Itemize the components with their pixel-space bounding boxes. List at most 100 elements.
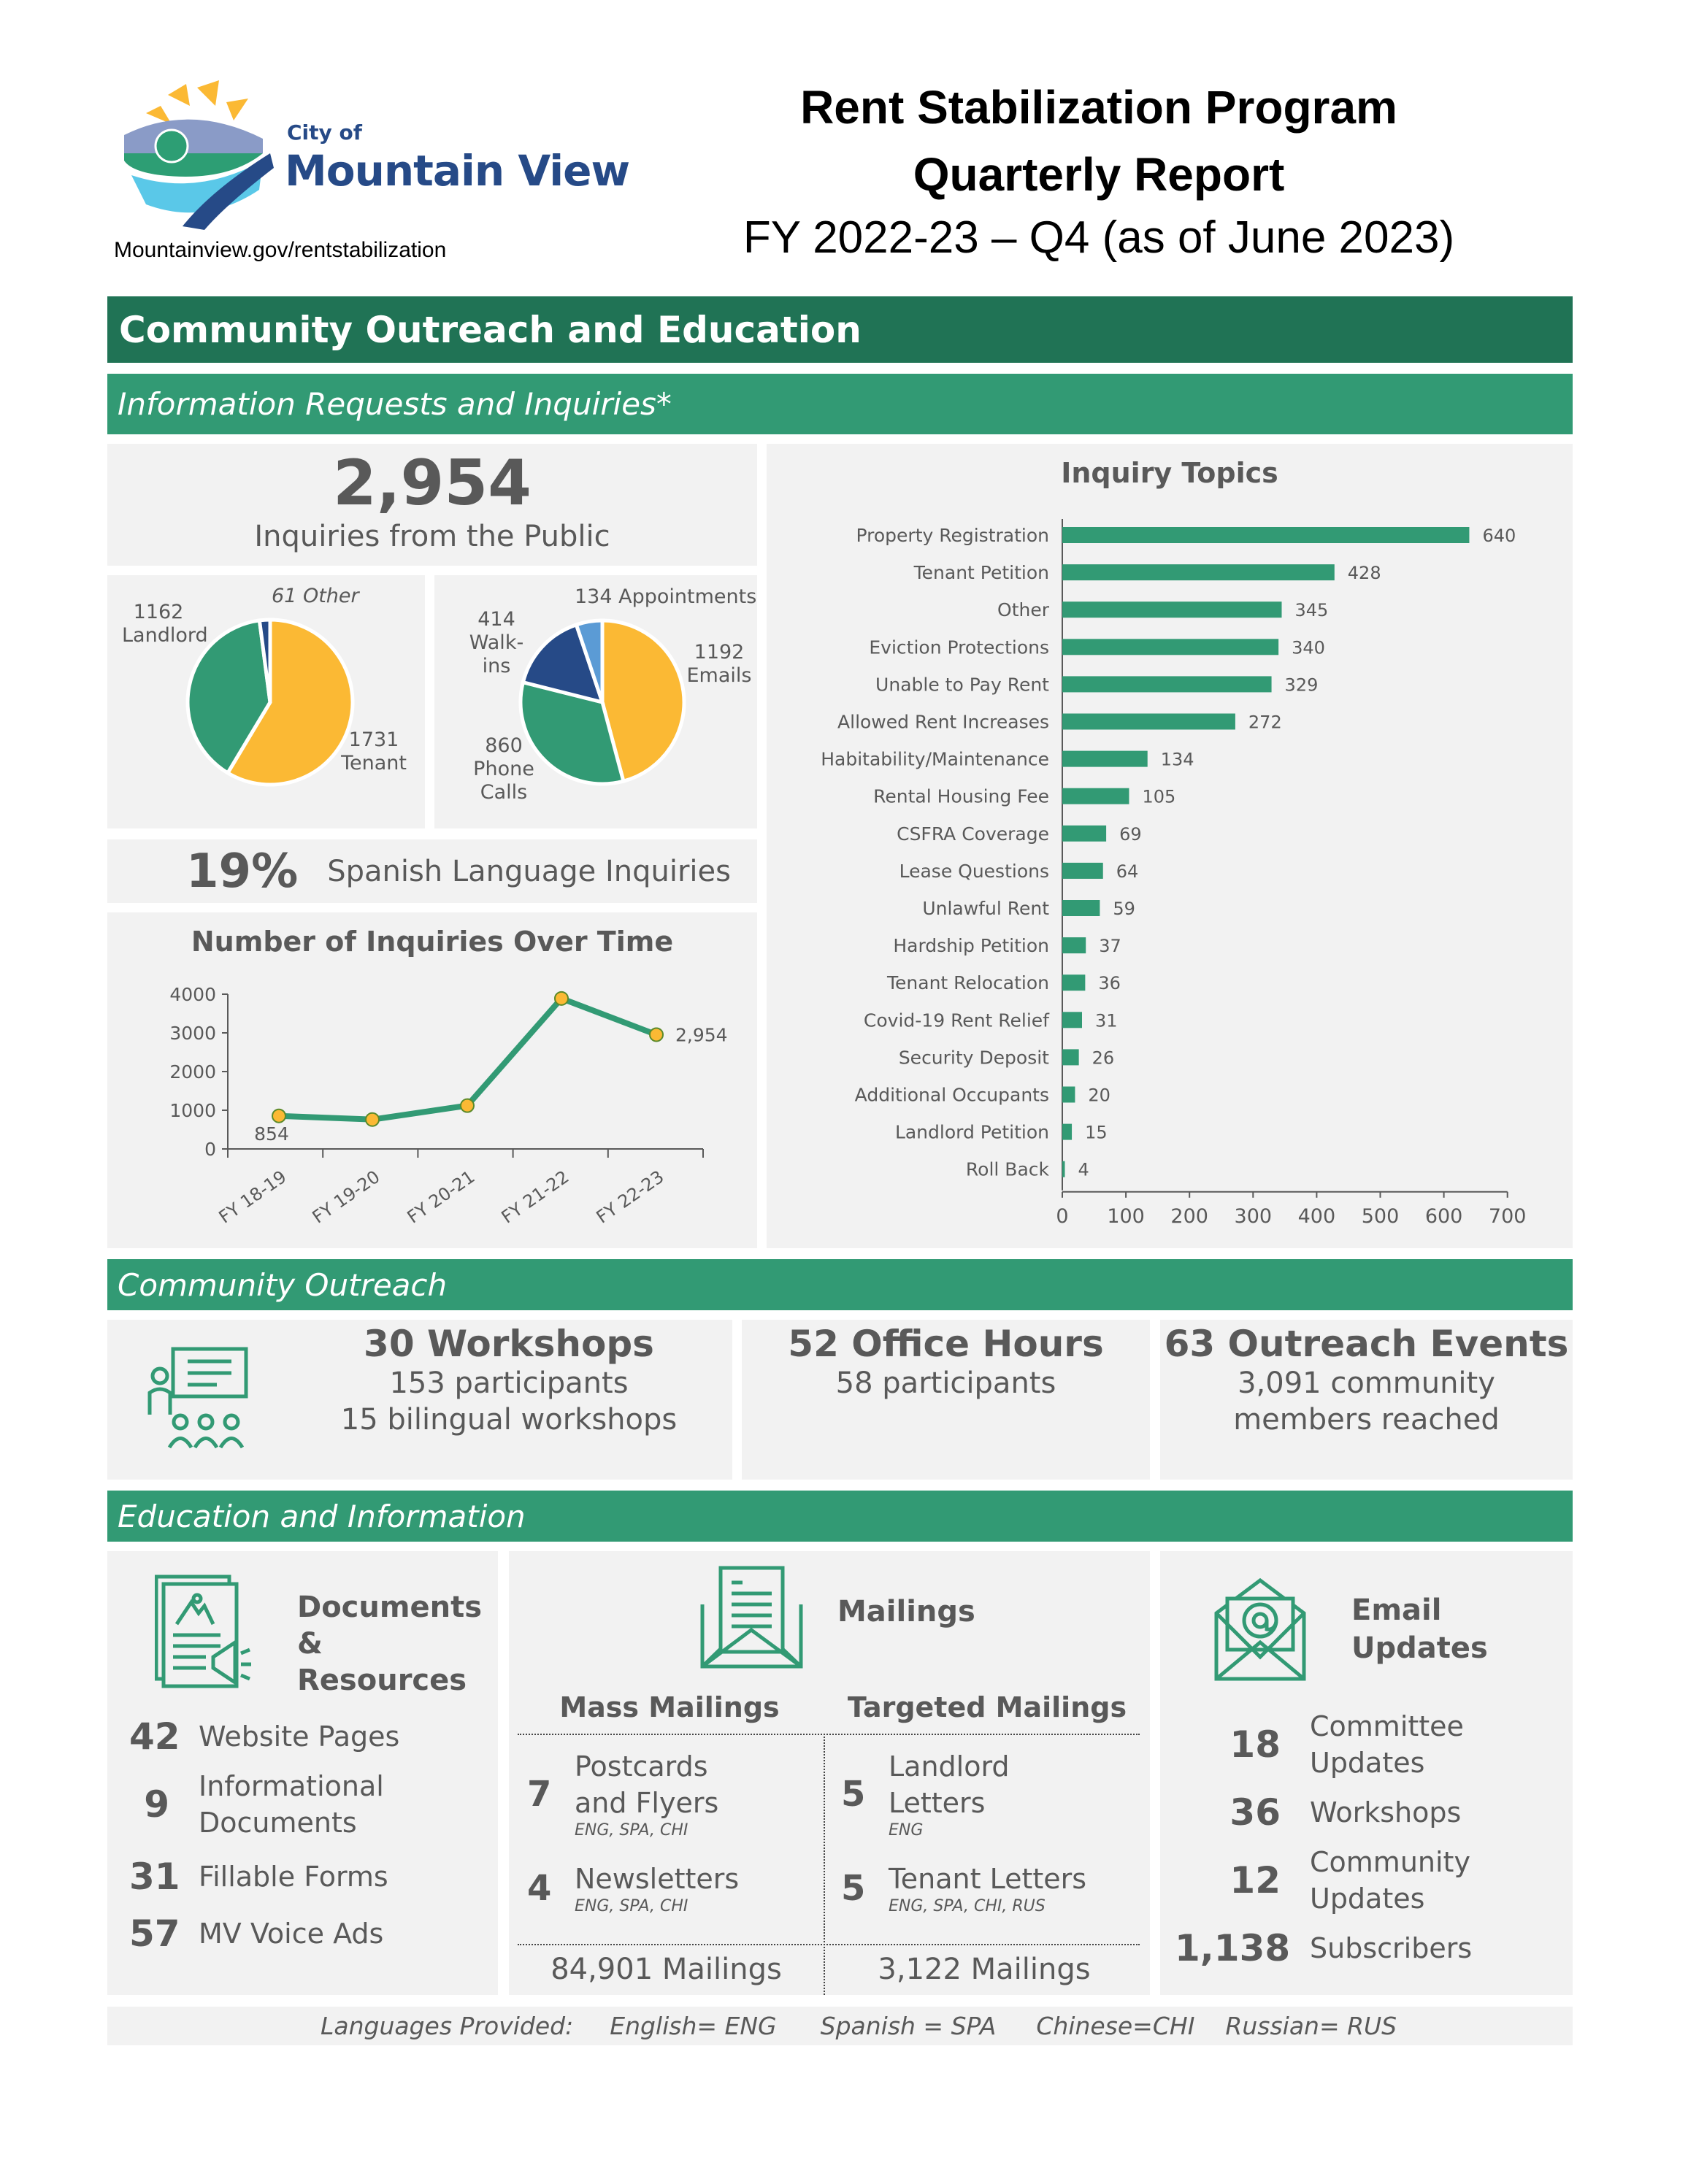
item-count: 31 bbox=[129, 1856, 180, 1898]
x-tick-label: FY 19-20 bbox=[309, 1166, 384, 1228]
bilingual-workshops: 15 bilingual workshops bbox=[340, 1403, 678, 1437]
item-label-line: Updates bbox=[1310, 1883, 1425, 1915]
website-url[interactable]: Mountainview.gov/rentstabilization bbox=[114, 238, 447, 262]
value-label: 272 bbox=[1248, 712, 1282, 733]
value-label: 64 bbox=[1116, 861, 1139, 882]
bar bbox=[1062, 750, 1148, 767]
item-label: Landlord Letters ENG bbox=[889, 1748, 1010, 1840]
pie-slice-landlord bbox=[185, 618, 272, 776]
data-label: 854 bbox=[254, 1123, 289, 1145]
data-point bbox=[554, 991, 569, 1006]
y-tick-label: 4000 bbox=[169, 984, 216, 1005]
inquiry-topics-panel: Inquiry Topics 0 100 200 300 400 500 600 700 Pro… bbox=[767, 444, 1573, 1248]
bar-chart-title: Inquiry Topics bbox=[1061, 457, 1278, 489]
office-hours-title: 52 Office Hours bbox=[788, 1323, 1104, 1365]
y-tick-label: 1000 bbox=[169, 1100, 216, 1121]
email-updates-title: Email Updates bbox=[1351, 1591, 1488, 1667]
x-tick-label: 600 bbox=[1425, 1205, 1463, 1228]
pie-slice-appointments bbox=[574, 618, 605, 703]
category-label: Rental Housing Fee bbox=[873, 786, 1049, 807]
bar bbox=[1062, 639, 1279, 655]
item-label-line: Workshops bbox=[1310, 1796, 1462, 1829]
value-label: 37 bbox=[1099, 936, 1121, 956]
bar bbox=[1062, 1086, 1075, 1103]
pie-label-phone: 860 Phone Calls bbox=[467, 734, 540, 804]
item-label-line: Tenant Letters bbox=[889, 1863, 1087, 1895]
item-label-line: Updates bbox=[1310, 1747, 1425, 1779]
x-tick-label: 500 bbox=[1362, 1205, 1400, 1228]
category-label: Tenant Relocation bbox=[886, 972, 1049, 993]
category-label: Security Deposit bbox=[899, 1047, 1049, 1068]
item-languages: ENG, SPA, CHI bbox=[575, 1897, 688, 1915]
value-label: 26 bbox=[1092, 1047, 1115, 1068]
bar bbox=[1062, 713, 1235, 730]
presentation-icon bbox=[147, 1347, 248, 1449]
bar bbox=[1062, 601, 1282, 618]
documents-megaphone-icon bbox=[155, 1574, 251, 1688]
value-label: 69 bbox=[1119, 824, 1142, 845]
item-label: Postcards and Flyers ENG, SPA, CHI bbox=[575, 1748, 718, 1840]
mass-mailings-header: Mass Mailings bbox=[559, 1691, 780, 1723]
category-label: Additional Occupants bbox=[855, 1085, 1049, 1106]
bar bbox=[1062, 900, 1100, 916]
office-hours-panel: 52 Office Hours 58 participants bbox=[742, 1320, 1150, 1480]
value-label: 105 bbox=[1142, 787, 1175, 807]
item-label-line: Subscribers bbox=[1310, 1932, 1473, 1964]
item-languages: ENG bbox=[889, 1821, 924, 1839]
tenant-value: 1731 bbox=[348, 728, 399, 751]
item-label-line: Website Pages bbox=[199, 1720, 400, 1753]
item-count: 42 bbox=[129, 1715, 180, 1758]
workshops-participants: 153 participants bbox=[389, 1366, 629, 1400]
phone-value: 860 bbox=[485, 734, 523, 757]
mass-mailings-total: 84,901 Mailings bbox=[550, 1953, 782, 1986]
total-inquiries: 2,954 bbox=[332, 447, 532, 520]
item-label-line: Letters bbox=[889, 1787, 986, 1819]
languages-footer: Languages Provided: English= ENG Spanish… bbox=[107, 2007, 1573, 2045]
phone-name: Phone bbox=[473, 758, 534, 780]
value-label: 4 bbox=[1078, 1160, 1089, 1180]
spanish-panel: 19% Spanish Language Inquiries bbox=[107, 839, 757, 903]
item-label-line: Documents bbox=[199, 1807, 357, 1839]
bar-chart: 0 100 200 300 400 500 600 700 Property Registrat… bbox=[821, 519, 1526, 1228]
languages-label: Languages Provided: bbox=[321, 2012, 574, 2040]
item-count: 7 bbox=[527, 1774, 552, 1815]
report-title: Rent Stabilization Program bbox=[800, 81, 1397, 134]
logo-mountain-view: Mountain View bbox=[285, 146, 630, 196]
list-item: 31 Fillable Forms bbox=[129, 1856, 494, 1898]
x-tick-label: FY 18-19 bbox=[215, 1166, 291, 1228]
events-reached-1: 3,091 community bbox=[1238, 1366, 1495, 1400]
item-count: 57 bbox=[129, 1912, 180, 1955]
x-tick-label: FY 21-22 bbox=[498, 1166, 573, 1228]
x-tick-label: 0 bbox=[1056, 1205, 1068, 1228]
item-label-line: Postcards bbox=[575, 1750, 708, 1783]
item-label-line: Community bbox=[1310, 1846, 1470, 1878]
pie-slice-phone-calls bbox=[518, 680, 626, 786]
item-count: 12 bbox=[1229, 1859, 1281, 1902]
outreach-events-title: 63 Outreach Events bbox=[1164, 1323, 1569, 1365]
targeted-mailings-total: 3,122 Mailings bbox=[878, 1953, 1091, 1986]
workshops-panel: 30 Workshops 153 participants 15 bilingu… bbox=[107, 1320, 732, 1480]
bar bbox=[1062, 788, 1129, 804]
bar bbox=[1062, 527, 1470, 543]
line-chart-title: Number of Inquiries Over Time bbox=[191, 926, 674, 958]
emails-value: 1192 bbox=[694, 641, 745, 664]
category-label: Habitability/Maintenance bbox=[821, 749, 1049, 770]
mailings-title: Mailings bbox=[837, 1595, 975, 1629]
value-label: 340 bbox=[1292, 637, 1325, 658]
list-item: 5 Tenant Letters ENG, SPA, CHI, RUS bbox=[841, 1861, 1133, 1916]
item-label: Subscribers bbox=[1310, 1930, 1472, 1966]
office-hours-participants: 58 participants bbox=[835, 1366, 1056, 1400]
walkins-name: Walk-ins bbox=[469, 631, 524, 677]
tenant-name: Tenant bbox=[341, 752, 407, 774]
category-label: Other bbox=[997, 599, 1050, 620]
category-label: Unable to Pay Rent bbox=[875, 674, 1049, 695]
list-item: 12 Community Updates bbox=[1175, 1844, 1569, 1917]
list-item: 36 Workshops bbox=[1175, 1791, 1569, 1834]
report-subtitle: Quarterly Report bbox=[913, 148, 1285, 201]
value-label: 345 bbox=[1294, 600, 1328, 620]
value-label: 428 bbox=[1348, 563, 1381, 583]
list-item: 9 Informational Documents bbox=[129, 1768, 494, 1841]
category-label: Unlawful Rent bbox=[922, 898, 1049, 919]
value-label: 134 bbox=[1161, 750, 1194, 770]
community-outreach-bar: Community Outreach bbox=[107, 1259, 1573, 1310]
